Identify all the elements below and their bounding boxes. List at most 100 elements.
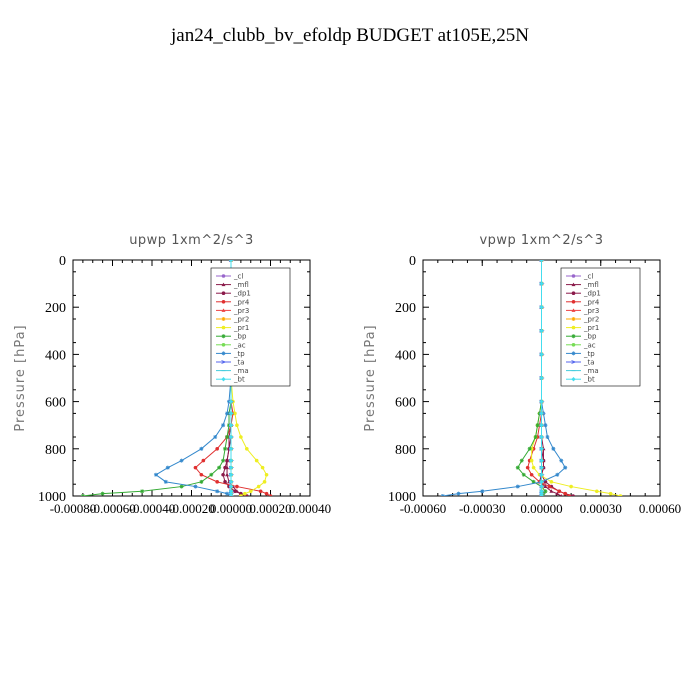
x-tick-label: -0.00080 [50,501,97,516]
series-point-bt [539,423,544,428]
series-point-pr4 [525,465,530,470]
y-tick-label: 600 [395,396,416,411]
series-point-mfl [555,491,560,496]
main-title: jan24_clubb_bv_efoldp BUDGET at105E,25N [170,25,529,46]
series-point-tp [221,423,226,428]
series-point-pr4 [268,494,273,496]
series-point-bt [539,260,544,263]
series-point-bp [531,479,536,484]
series-point-bt [539,375,544,381]
series-point-mfl [560,494,563,496]
series-point-pr4 [264,491,269,496]
series-point-tp [545,435,550,439]
series-point-pr4 [215,447,219,451]
series-point-pr4 [567,494,571,496]
series-point-bt [228,411,234,416]
series-point-bp [535,423,540,428]
x-tick-label: -0.00060 [400,501,447,516]
series-point-tp [163,479,168,484]
legend-marker [221,377,226,382]
series-layer [440,260,623,496]
series-point-tp [215,489,220,494]
series-point-mfl [549,489,554,493]
series-point-bp [80,494,85,496]
series-point-tp [456,491,461,496]
x-tick-label: 0.00000 [520,501,562,516]
series-point-bt [539,352,544,357]
series-point-bp [515,465,520,470]
legend-label: _bp [233,333,247,341]
panel-title: upwp 1xm^2/s^3 [129,233,254,248]
series-point-bp [533,435,538,439]
series-point-pr1 [264,472,269,477]
legend-label: _ac [583,341,596,349]
series-point-pr1 [243,491,247,496]
series-point-pr1 [235,423,239,428]
y-tick-label: 1000 [388,490,416,505]
legend-label: _pr1 [233,324,249,332]
legend-label: _dp1 [233,290,251,298]
legend-label: _ta [233,359,245,367]
legend-marker [571,325,576,330]
legend-marker [221,300,226,304]
y-tick-label: 800 [395,443,416,458]
y-tick-label: 800 [45,443,66,458]
series-point-bt [228,465,234,470]
series-point-dp1 [223,465,227,470]
y-axis-title: Pressure [hPa] [363,324,378,431]
series-point-bt [539,305,544,310]
series-point-bt [228,484,234,489]
series-point-dp1 [225,458,229,463]
series-point-bt [539,446,544,451]
series-point-dp1 [221,472,225,477]
series-point-bp [199,479,204,484]
legend-label: _pr2 [583,316,599,324]
series-point-pr4 [258,489,263,494]
series-point-bp [140,489,145,494]
x-tick-label: 0.00030 [580,501,622,516]
legend-marker [221,351,226,356]
x-tick-label: 0.00020 [249,501,291,516]
series-point-pr1 [248,489,253,494]
x-tick-label: 0.00040 [289,501,331,516]
series-point-bt [539,493,544,496]
series-point-pr4 [215,480,219,484]
series-point-bp [217,465,222,470]
series-point-pr1 [531,465,536,470]
series-point-bp [223,446,228,451]
series-point-bp [527,446,532,451]
series-point-bt [539,399,544,404]
series-point-tp [563,465,568,470]
legend-marker [571,334,576,339]
panel-1: upwp 1xm^2/s^3 Pressure [hPa] 0 200 400 600 80… [13,233,331,516]
series-point-bt [228,423,234,428]
y-tick-label: 0 [409,254,416,269]
legend-marker [571,343,576,347]
series-point-pr4 [563,491,567,496]
legend-marker [571,274,576,278]
legend-label: _dp1 [583,290,601,298]
series-point-bt [539,458,544,463]
series-point-tp [551,446,556,451]
legend-label: _mfl [583,281,599,289]
series-point-dp1 [571,494,575,496]
series-point-bp [225,435,230,439]
series-point-bt [539,479,544,485]
legend-marker [571,291,576,296]
series-point-pr4 [199,472,204,477]
series-point-pr4 [529,472,534,477]
series-point-bt [539,411,544,416]
series-point-dp1 [233,489,237,494]
x-tick-label: -0.00020 [168,501,215,516]
legend-marker [221,291,226,296]
series-point-bp [221,458,226,463]
series-point-pr1 [608,491,613,496]
legend: _cl_mfl_dp1_pr4_pr3_pr2_pr1_bp_ac_tp_ta_… [210,267,291,387]
series-point-pr1 [239,494,243,496]
panel-2: vpwp 1xm^2/s^3 Pressure [hPa] 0 200 400 600 80… [363,233,681,516]
series-point-bp [209,472,214,477]
series-point-bt [228,479,234,485]
series-point-pr1 [254,458,259,463]
legend-marker [571,377,576,382]
